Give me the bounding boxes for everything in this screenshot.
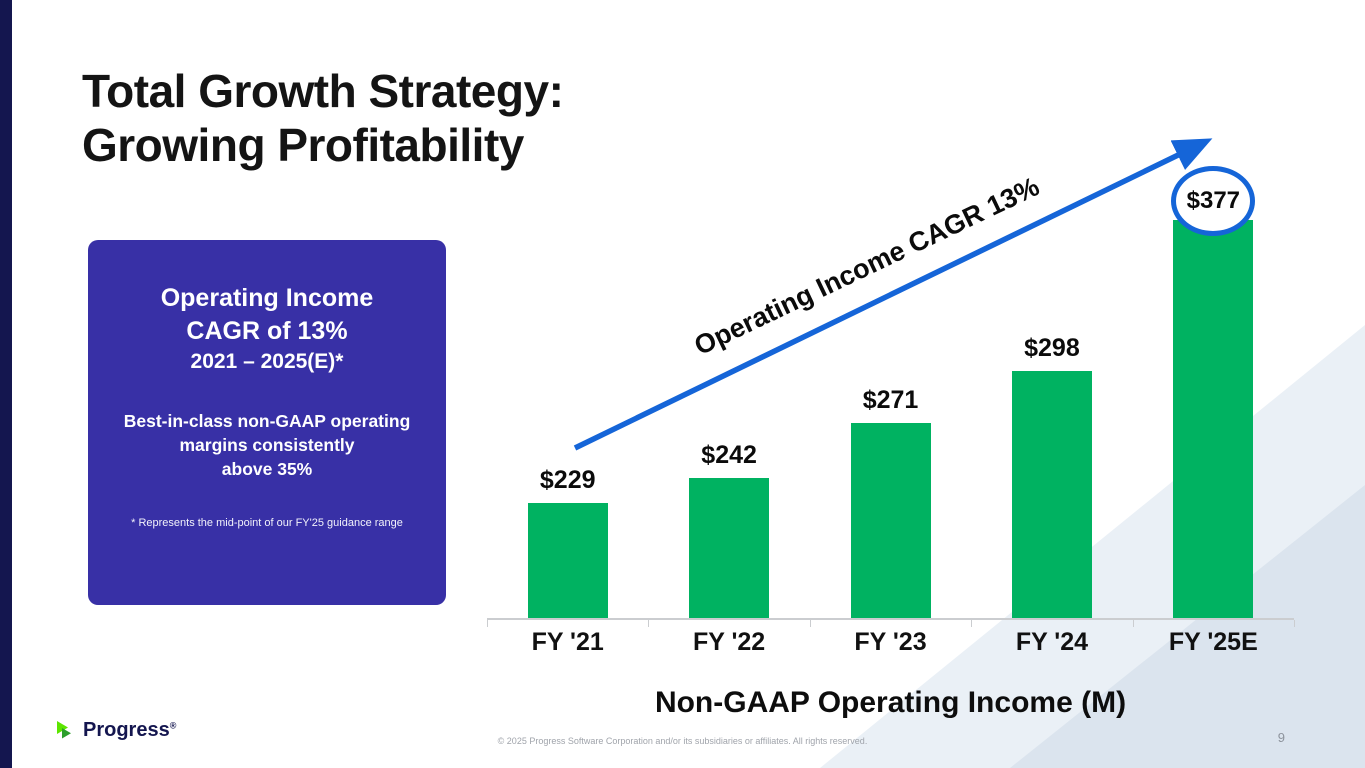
callout-heading-line2: CAGR of 13%: [186, 316, 348, 345]
bar-chart: $229 $242 $271 $298 $377: [487, 130, 1294, 620]
callout-heading-line1: Operating Income: [160, 284, 374, 312]
callout-body-line3: above 35%: [221, 458, 313, 479]
progress-logo-text: Progress®: [83, 718, 177, 741]
copyright-text: © 2025 Progress Software Corporation and…: [497, 736, 868, 746]
bar-value-label: $271: [862, 386, 919, 414]
left-edge-band: [0, 0, 12, 768]
callout-body: Best-in-class non-GAAP operating margins…: [112, 410, 422, 481]
x-axis-ticks: [487, 620, 1295, 628]
axis-tick: [809, 620, 811, 627]
slide-title: Total Growth Strategy: Growing Profitabi…: [82, 64, 564, 173]
slide-title-line1: Total Growth Strategy:: [82, 65, 564, 117]
axis-tick: [971, 620, 973, 627]
bar: [850, 423, 931, 618]
callout-heading-line3: 2021 – 2025(E)*: [190, 350, 344, 373]
chart-title: Non-GAAP Operating Income (M): [654, 686, 1127, 719]
x-axis-labels: FY '21 FY '22 FY '23 FY '24 FY '25E: [487, 628, 1294, 657]
slide-title-line2: Growing Profitability: [82, 119, 524, 172]
callout-footnote: * Represents the mid-point of our FY'25 …: [131, 517, 403, 530]
bar: [1173, 220, 1254, 618]
callout-box: Operating Income CAGR of 13% 2021 – 2025…: [88, 240, 446, 605]
highlighted-value-label: $377: [1171, 166, 1256, 236]
x-axis-label: FY '25E: [1168, 628, 1258, 656]
bar-value-label: $242: [701, 441, 757, 469]
axis-tick: [648, 620, 650, 627]
progress-logo: Progress®: [54, 718, 176, 742]
axis-tick: [1132, 620, 1134, 627]
x-axis-label: FY '21: [531, 628, 604, 656]
callout-body-line1: Best-in-class non-GAAP operating: [123, 411, 411, 432]
bar-value-label: $229: [539, 466, 596, 494]
callout-body-line2: margins consistently: [179, 435, 355, 456]
bar-column: $242: [648, 441, 809, 618]
bar-column: $271: [810, 386, 971, 618]
bar-value-label: $298: [1024, 334, 1080, 362]
x-axis-label: FY '22: [693, 628, 766, 656]
progress-logo-icon: [57, 721, 71, 739]
bar-column: $229: [487, 466, 648, 618]
page-number: 9: [1277, 730, 1285, 745]
x-axis-label: FY '24: [1015, 628, 1089, 656]
bars-plot-area: $229 $242 $271 $298 $377: [487, 130, 1294, 620]
registered-mark: ®: [169, 719, 177, 730]
bar: [527, 503, 608, 618]
axis-tick: [1294, 620, 1295, 627]
axis-tick: [487, 620, 488, 627]
x-axis-label: FY '23: [854, 628, 927, 656]
bar-column: $298: [971, 334, 1132, 618]
bar-column: $377: [1133, 166, 1294, 618]
bar: [1011, 371, 1092, 618]
bar: [689, 478, 770, 618]
